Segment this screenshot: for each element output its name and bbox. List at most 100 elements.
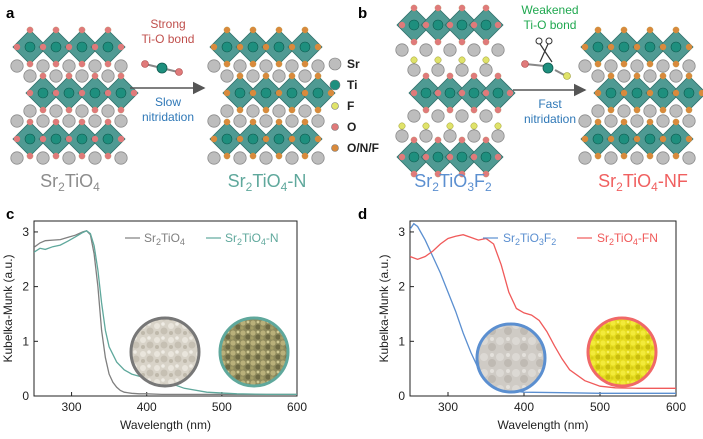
equatorial-atom (646, 89, 654, 97)
caption-sr2tio4-nf: Sr2TiO4-NF (598, 171, 688, 194)
equatorial-atom (262, 43, 270, 51)
sr-atom (591, 104, 605, 118)
apex-atom (236, 106, 244, 114)
sr-atom (630, 114, 644, 128)
arrow-b-bottom-line1: Fast (538, 97, 562, 111)
equatorial-atom (494, 153, 502, 161)
ti-atom (221, 41, 233, 53)
sr-atom (207, 114, 221, 128)
sr-atom (604, 114, 618, 128)
sr-atom (643, 69, 657, 83)
ti-atom (299, 133, 311, 145)
equatorial-atom (288, 43, 296, 51)
apex-atom (275, 26, 283, 34)
apex-atom (672, 26, 680, 34)
apex-atom (685, 72, 693, 80)
equatorial-atom (506, 89, 514, 97)
apex-atom (52, 152, 60, 160)
apex-atom (26, 152, 34, 160)
chart-c-xlabel: Wavelength (nm) (120, 418, 211, 432)
sr-atom (36, 59, 50, 73)
apex-atom (104, 152, 112, 160)
equatorial-atom (130, 89, 138, 97)
equatorial-atom (91, 43, 99, 51)
chart-d-xtick-label: 500 (590, 400, 610, 414)
f-atom (410, 56, 418, 64)
apex-atom (104, 26, 112, 34)
caption-sr2tio3f2: Sr2TiO3F2 (414, 171, 492, 194)
sr-atom (101, 69, 115, 83)
equatorial-atom (275, 89, 283, 97)
equatorial-atom (236, 43, 244, 51)
apex-atom (78, 60, 86, 68)
sr-atom (75, 69, 89, 83)
caption-sr2tio4-n: Sr2TiO4-N (228, 171, 307, 194)
apex-atom (39, 106, 47, 114)
ti-atom (605, 87, 617, 99)
ti-atom (480, 19, 492, 31)
apex-atom (482, 38, 490, 46)
equatorial-atom (698, 89, 703, 97)
equatorial-atom (314, 135, 322, 143)
sr-atom (395, 129, 409, 143)
apex-atom (672, 60, 680, 68)
ti-atom (273, 133, 285, 145)
apex-atom (262, 72, 270, 80)
sr-atom (682, 59, 696, 73)
apex-atom (117, 106, 125, 114)
legend-label-ti: Ti (347, 78, 357, 92)
chart-d-ytick-label: 0 (398, 389, 405, 403)
ti-atom (102, 133, 114, 145)
apex-atom (236, 72, 244, 80)
ti-atom (670, 133, 682, 145)
apex-atom (482, 4, 490, 12)
apex-atom (104, 118, 112, 126)
sr-atom (491, 43, 505, 57)
equatorial-atom (65, 135, 73, 143)
ti-atom (37, 87, 49, 99)
chart-c-series-2 (34, 230, 297, 396)
chart-d-series-1 (410, 222, 676, 394)
sample-photo-sr2tio3f2 (475, 322, 547, 394)
sr-atom (298, 69, 312, 83)
chart-c-ytick-label: 1 (22, 334, 29, 348)
chart-d-xtick-label: 300 (438, 400, 458, 414)
ti-atom (76, 41, 88, 53)
apex-atom (434, 38, 442, 46)
equatorial-atom (236, 135, 244, 143)
sr-atom (114, 59, 128, 73)
sr-atom (578, 114, 592, 128)
apex-atom (594, 26, 602, 34)
apex-atom (91, 106, 99, 114)
equatorial-atom (91, 135, 99, 143)
equatorial-atom (327, 89, 335, 97)
sr-atom (682, 114, 696, 128)
ti-atom (592, 41, 604, 53)
panel-label-a: a (6, 5, 15, 22)
apex-atom (410, 38, 418, 46)
structure-sr2tio3f2 (395, 4, 516, 178)
chart-c-ytick-label: 0 (22, 389, 29, 403)
apex-atom (52, 118, 60, 126)
legend-swatch-sr (328, 57, 342, 71)
apex-atom (65, 72, 73, 80)
arrow-b-top-line1: Weakened (521, 3, 578, 17)
ti-atom (286, 87, 298, 99)
apex-atom (262, 106, 270, 114)
ti-atom (221, 133, 233, 145)
apex-atom (482, 136, 490, 144)
equatorial-atom (26, 89, 34, 97)
chart-d-xtick-label: 400 (514, 400, 534, 414)
equatorial-atom (301, 89, 309, 97)
ti-o-bond-icon-a (141, 60, 183, 76)
equatorial-atom (398, 153, 406, 161)
sr-atom (101, 104, 115, 118)
apex-atom (78, 152, 86, 160)
chart-c-ylabel: Kubelka-Munk (a.u.) (1, 254, 15, 362)
chart-c-xtick-label: 300 (62, 400, 82, 414)
equatorial-atom (607, 43, 615, 51)
legend-label-sr: Sr (347, 57, 360, 71)
sample-photo-sr2tio4-fn (586, 316, 658, 388)
chart-d: 300 400 500 600 0 1 2 3 Wavelength (nm) Kubelka-M… (377, 220, 686, 432)
chart-c-series-1 (34, 230, 297, 396)
